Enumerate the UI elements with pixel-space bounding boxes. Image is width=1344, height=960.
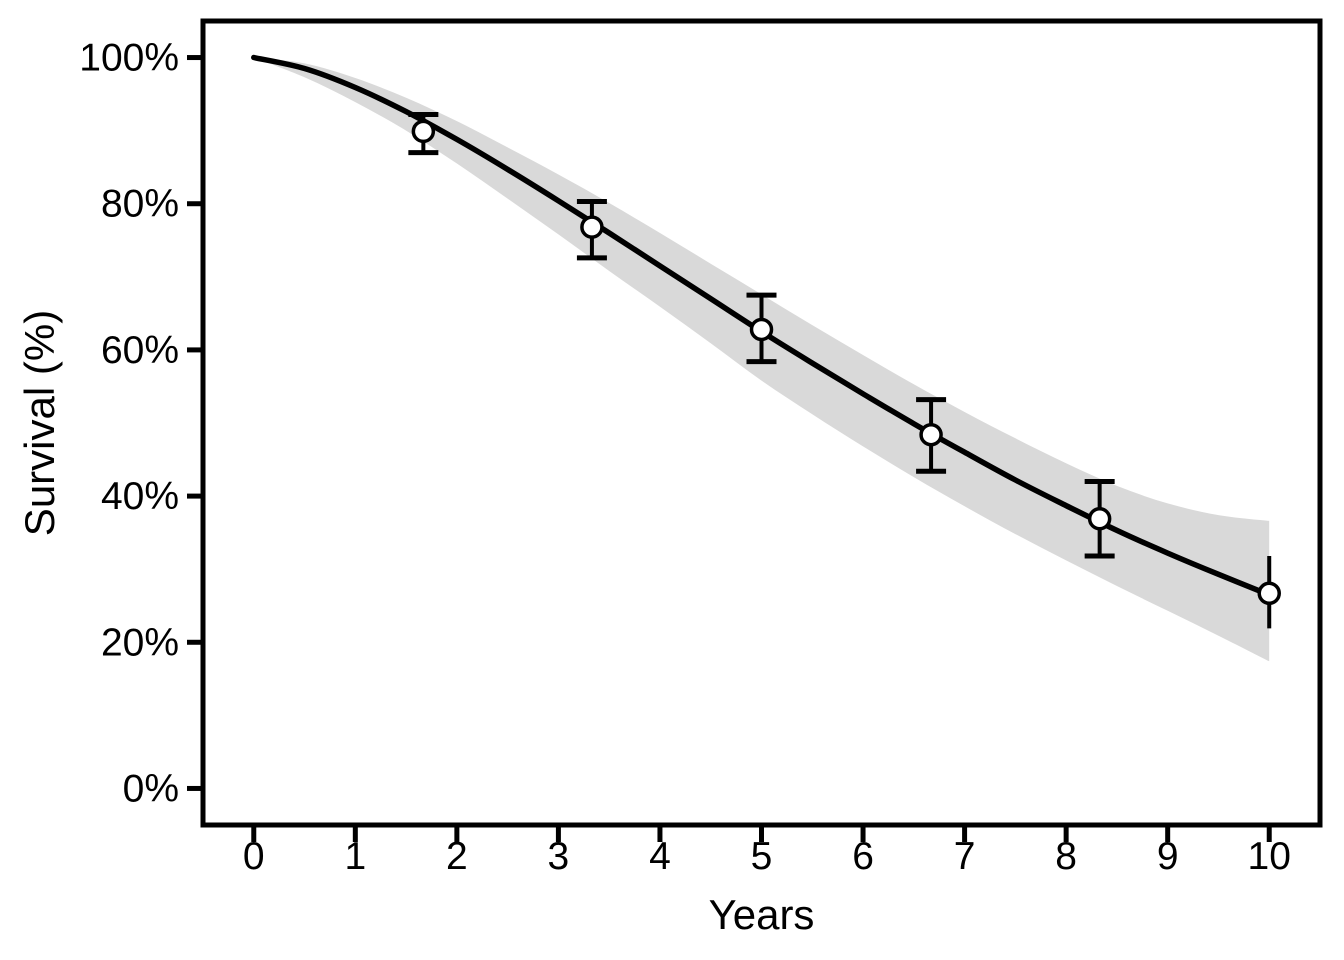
x-tick-label: 1 xyxy=(344,835,366,878)
y-tick-label: 80% xyxy=(101,183,179,226)
y-tick-label: 20% xyxy=(101,621,179,664)
x-tick-label: 3 xyxy=(548,835,570,878)
x-tick-label: 10 xyxy=(1248,835,1291,878)
x-tick-label: 2 xyxy=(446,835,468,878)
x-tick-label: 5 xyxy=(751,835,773,878)
panel-border xyxy=(200,18,1323,828)
x-tick-label: 7 xyxy=(954,835,976,878)
data-point-circle xyxy=(580,215,604,239)
y-tick-label: 60% xyxy=(101,329,179,372)
y-tick-label: 40% xyxy=(101,475,179,518)
x-tick-label: 0 xyxy=(243,835,265,878)
x-axis-title: Years xyxy=(708,891,815,938)
data-point-circle xyxy=(411,119,436,144)
y-tick-label: 0% xyxy=(123,767,179,810)
data-point-circle xyxy=(749,317,774,342)
data-point-circle xyxy=(1087,506,1112,531)
x-tick-label: 9 xyxy=(1157,835,1179,878)
x-tick-label: 6 xyxy=(852,835,874,878)
data-point-circle xyxy=(919,422,943,447)
x-tick-label: 4 xyxy=(649,835,671,878)
data-point-circle xyxy=(1257,581,1281,606)
y-tick-label: 100% xyxy=(79,37,179,80)
y-axis-title: Survival (%) xyxy=(16,309,63,537)
x-tick-label: 8 xyxy=(1055,835,1077,878)
